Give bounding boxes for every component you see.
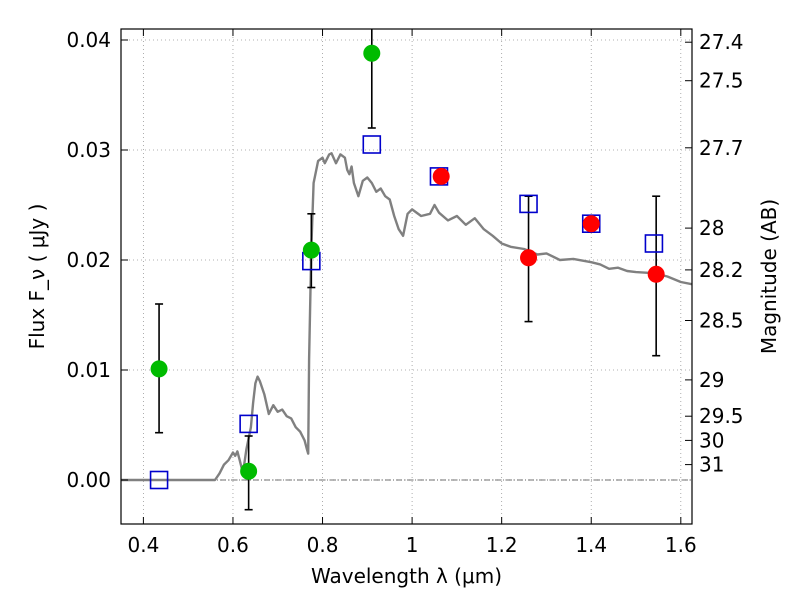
y-axis-label: Flux F_ν ( μJy ) <box>25 204 49 350</box>
x-tick-label: 1.4 <box>575 533 607 557</box>
ticks <box>121 29 692 524</box>
detection-point <box>647 265 665 283</box>
detection-point <box>582 215 600 233</box>
y2-tick-label: 31 <box>699 453 724 477</box>
model-spectrum <box>121 152 692 482</box>
x-tick-label: 1.2 <box>486 533 518 557</box>
y2-axis-label: Magnitude (AB) <box>757 199 781 354</box>
error-bars <box>155 29 661 511</box>
x-tick-label: 0.6 <box>217 533 249 557</box>
tick-labels: 0.4 0.6 0.8 1 1.2 1.4 1.6 0.00 0.01 0.02 0.03 0.04 2… <box>66 28 743 557</box>
x-tick-label: 1.6 <box>665 533 697 557</box>
low-significance-point <box>150 360 168 378</box>
y-tick-label: 0.04 <box>66 28 111 52</box>
x-axis-label: Wavelength λ (μm) <box>311 564 502 588</box>
model-photometry-square <box>519 194 538 214</box>
y2-tick-label: 29 <box>699 368 724 392</box>
detection-point <box>432 167 450 185</box>
y2-tick-label: 29.5 <box>699 404 744 428</box>
low-significance-point <box>363 44 381 62</box>
y2-tick-label: 27.7 <box>699 136 744 160</box>
y2-tick-label: 28.2 <box>699 258 744 282</box>
y2-tick-label: 28.5 <box>699 309 744 333</box>
data-points <box>149 44 665 490</box>
model-photometry-square <box>239 414 258 434</box>
model-spectrum-line <box>121 152 692 482</box>
y2-tick-label: 27.4 <box>699 30 744 54</box>
y2-tick-label: 27.5 <box>699 69 744 93</box>
model-photometry-square <box>149 470 169 490</box>
low-significance-point <box>302 241 320 259</box>
x-tick-label: 0.8 <box>307 533 339 557</box>
detection-point <box>520 249 538 267</box>
plot-frame <box>120 28 693 525</box>
grid <box>121 29 692 524</box>
y-tick-label: 0.01 <box>66 358 111 382</box>
y2-tick-label: 28 <box>699 216 724 240</box>
x-tick-label: 0.4 <box>127 533 159 557</box>
y-tick-label: 0.00 <box>66 468 111 492</box>
y-tick-label: 0.03 <box>66 138 111 162</box>
low-significance-point <box>240 462 258 480</box>
y2-tick-label: 30 <box>699 428 724 452</box>
y-tick-label: 0.02 <box>66 248 111 272</box>
x-tick-label: 1 <box>406 533 419 557</box>
model-photometry-square <box>362 135 382 154</box>
model-photometry-square <box>644 234 664 253</box>
